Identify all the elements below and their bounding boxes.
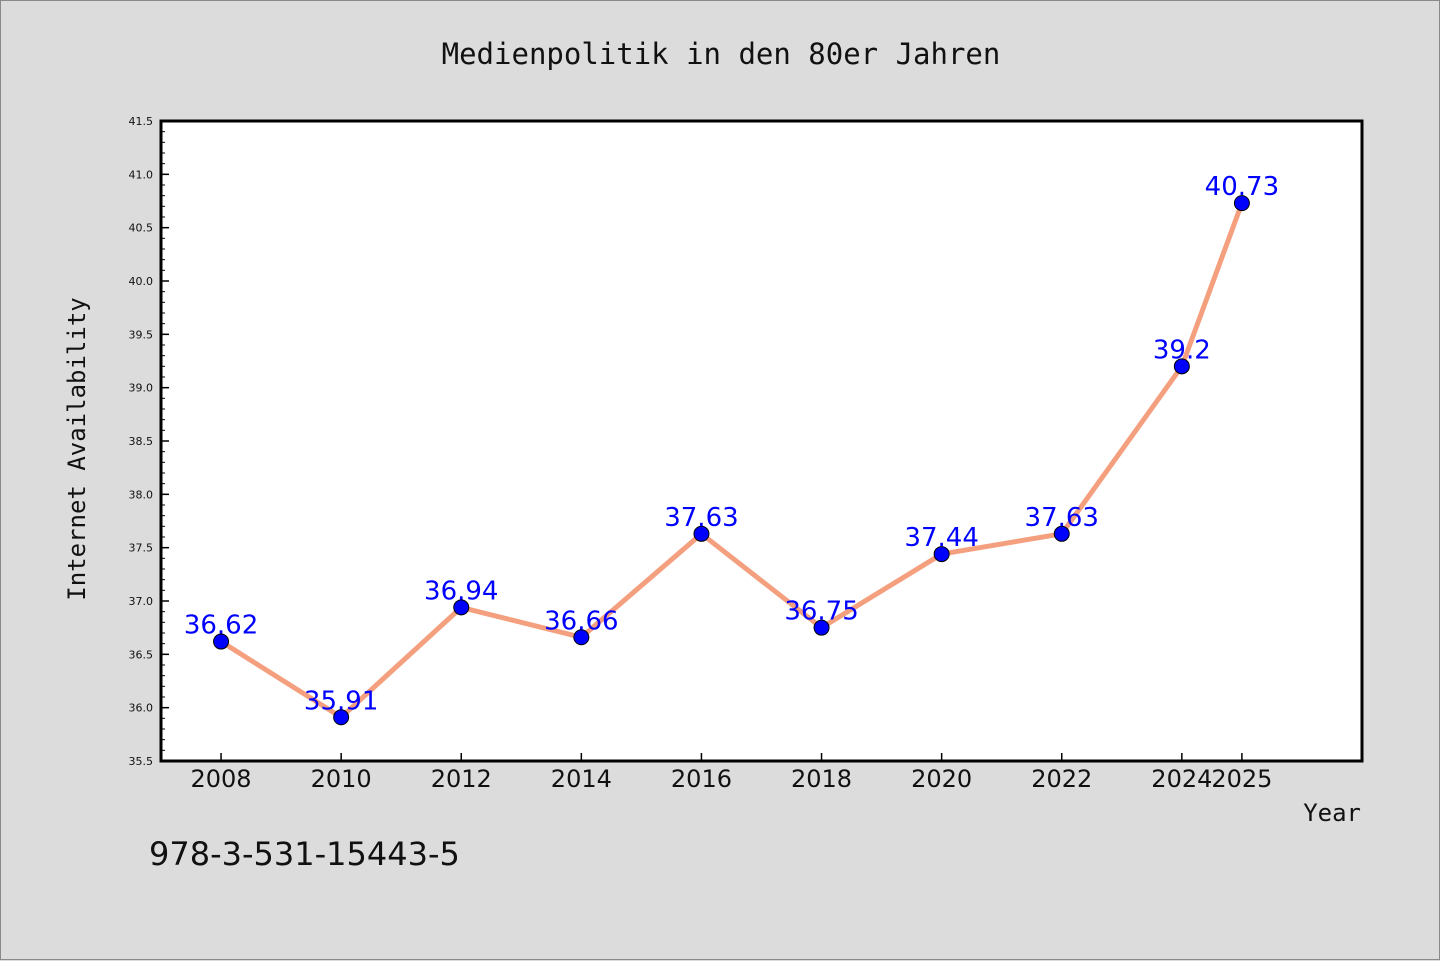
data-label: 37.63	[1025, 503, 1099, 533]
data-label: 36.75	[784, 597, 858, 627]
y-tick-label: 37.0	[129, 595, 154, 608]
y-tick-label: 38.5	[129, 435, 154, 448]
plot-area	[159, 119, 1364, 763]
x-tick-label: 2008	[191, 765, 252, 793]
data-point	[453, 599, 470, 616]
data-label: 36.62	[184, 611, 258, 641]
y-tick-label: 35.5	[129, 755, 154, 768]
x-axis-label: Year	[1303, 799, 1361, 827]
y-tick-label: 40.0	[129, 275, 154, 288]
data-label: 37.63	[664, 503, 738, 533]
y-axis: 35.5 36.0 36.5 37.0 37.5 38.0 38.5 39.0 39.5 40.0…	[129, 115, 169, 768]
y-tick-label: 36.5	[129, 648, 154, 661]
data-point	[1173, 358, 1190, 375]
data-labels: 36.62 35.91 36.94 36.66 37.63 36.75 37.44 37.63…	[184, 172, 1279, 716]
data-label: 40.73	[1205, 172, 1279, 202]
x-tick-label: 2024	[1151, 765, 1212, 793]
x-tick-label: 2020	[911, 765, 972, 793]
y-tick-label: 37.5	[129, 542, 154, 555]
y-tick-label: 38.0	[129, 488, 154, 501]
data-label: 36.66	[544, 606, 618, 636]
x-tick-label: 2018	[791, 765, 852, 793]
data-label: 36.94	[424, 576, 498, 606]
data-point	[333, 709, 350, 726]
data-point	[933, 546, 950, 563]
data-point	[693, 525, 710, 542]
x-tick-label: 2025	[1211, 765, 1272, 793]
data-point	[213, 633, 230, 650]
y-tick-label: 41.0	[129, 168, 154, 181]
y-tick-label: 40.5	[129, 222, 154, 235]
y-tick-label: 39.5	[129, 328, 154, 341]
isbn-text: 978-3-531-15443-5	[149, 835, 460, 873]
y-axis-label: Internet Availability	[63, 297, 91, 600]
data-point	[1233, 195, 1250, 212]
data-markers	[213, 195, 1250, 726]
data-label: 37.44	[904, 523, 978, 553]
series-polyline	[218, 200, 1245, 720]
y-tick-label: 36.0	[129, 702, 154, 715]
data-point	[573, 629, 590, 646]
x-tick-label: 2014	[551, 765, 612, 793]
y-tick-label: 39.0	[129, 382, 154, 395]
chart-title: Medienpolitik in den 80er Jahren	[442, 37, 1001, 71]
x-tick-label: 2016	[671, 765, 732, 793]
data-label: 39.2	[1153, 335, 1211, 365]
x-tick-label: 2010	[311, 765, 372, 793]
series-line	[218, 200, 1245, 720]
data-point	[813, 619, 830, 636]
x-tick-label: 2012	[431, 765, 492, 793]
data-point	[1053, 525, 1070, 542]
data-label: 35.91	[304, 686, 378, 716]
x-tick-label: 2022	[1031, 765, 1092, 793]
y-tick-label: 41.5	[129, 115, 154, 128]
